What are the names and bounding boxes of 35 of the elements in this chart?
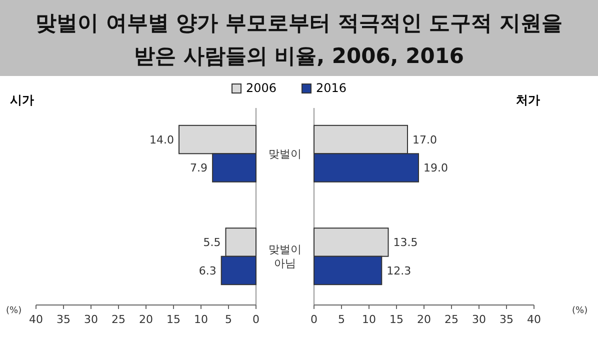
x-tick-label: 25 bbox=[444, 313, 458, 326]
x-tick-label: 15 bbox=[390, 313, 404, 326]
x-tick-label: 15 bbox=[166, 313, 180, 326]
x-tick-label: 0 bbox=[310, 313, 318, 326]
data-label: 19.0 bbox=[424, 162, 448, 175]
legend-label: 2006 bbox=[246, 81, 277, 95]
x-tick-label: 20 bbox=[139, 313, 153, 326]
x-tick-label: 20 bbox=[417, 313, 431, 326]
y-tick-label: 맞벌이 아님 bbox=[268, 243, 302, 270]
data-label: 14.0 bbox=[150, 133, 174, 146]
x-tick-label: 5 bbox=[225, 313, 232, 326]
x-tick-label: 10 bbox=[194, 313, 208, 326]
x-tick-label: 35 bbox=[56, 313, 70, 326]
data-label: 12.3 bbox=[386, 264, 412, 278]
text: 맞벌이 여부별 양가 부모로부터 적극적인 도구적 지원을 받은 사람들의 비율, 2006, 2016 bbox=[36, 11, 562, 68]
x-tick-label: 5 bbox=[338, 313, 345, 326]
y-tick-label: 맞벌이 bbox=[268, 148, 302, 160]
x-axis-title: (%) bbox=[572, 306, 588, 316]
data-label: 17.0 bbox=[412, 133, 437, 146]
x-tick-label: 10 bbox=[362, 313, 376, 326]
x-tick-label: 35 bbox=[500, 313, 514, 326]
x-tick-label: 0 bbox=[252, 313, 260, 326]
x-axis-title: (%) bbox=[6, 306, 22, 316]
x-tick-label: 30 bbox=[472, 313, 486, 326]
chart-subtitle: 시가 bbox=[10, 93, 34, 107]
data-label: 7.9 bbox=[190, 162, 208, 175]
legend-label: 2016 bbox=[316, 81, 347, 95]
chart-title: 처가 bbox=[516, 93, 540, 107]
x-tick-label: 40 bbox=[29, 313, 43, 326]
data-label: 13.5 bbox=[393, 236, 418, 250]
x-tick-label: 30 bbox=[84, 313, 98, 326]
data-label: 6.3 bbox=[198, 264, 216, 278]
x-tick-label: 25 bbox=[112, 313, 126, 326]
x-tick-label: 40 bbox=[527, 313, 541, 326]
data-label: 5.5 bbox=[203, 236, 221, 250]
